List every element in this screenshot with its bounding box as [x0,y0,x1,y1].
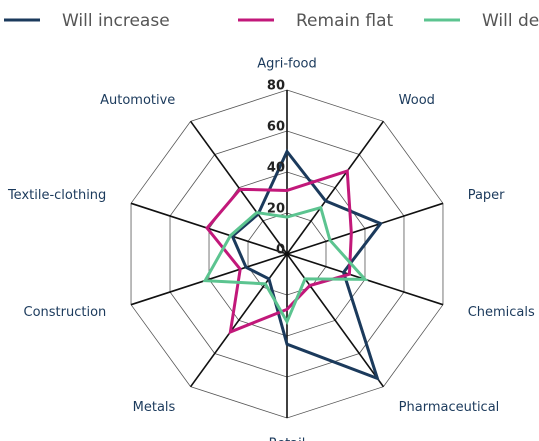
series-line [202,205,369,326]
spoke [189,253,288,388]
category-label: Paper [468,188,505,203]
spoke [286,202,444,255]
spoke [286,253,385,388]
category-label: Retail [269,437,306,441]
tick-label: 60 [267,120,285,135]
spoke [286,120,385,255]
tick-label: 20 [267,202,285,217]
category-label: Automotive [100,93,175,108]
category-label: Agri-food [257,57,317,72]
category-label: Pharmaceutical [399,400,500,415]
series-line [230,148,383,381]
legend-label: Remain flat [296,11,394,31]
category-label: Construction [24,305,107,320]
category-label: Metals [133,400,176,415]
category-label: Textile-clothing [7,188,106,203]
tick-label: 80 [267,79,285,94]
spoke [189,120,288,255]
category-label: Wood [399,93,435,108]
tick-label: 0 [276,243,285,258]
category-label: Chemicals [468,305,535,320]
series-line [205,169,353,335]
tick-label: 40 [267,161,285,176]
legend-label: Will decrease [482,11,539,31]
legend-label: Will increase [62,11,170,31]
